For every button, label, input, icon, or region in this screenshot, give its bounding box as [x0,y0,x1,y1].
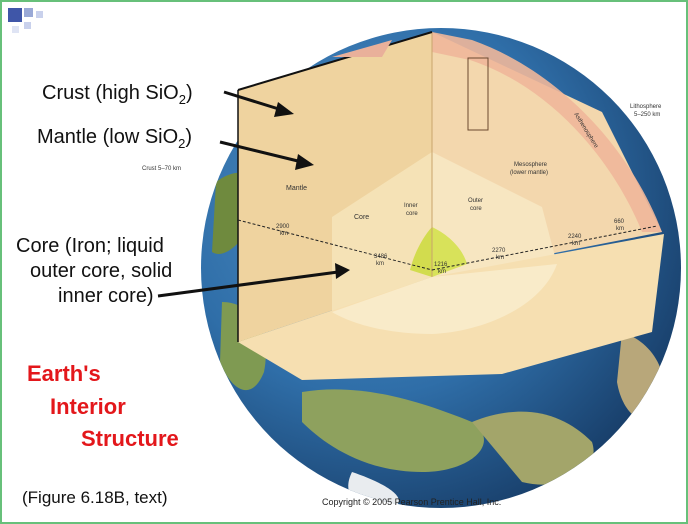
distance-660: 660 [614,219,625,225]
arrow-core [157,263,350,298]
mantle-text-end: ) [185,126,193,148]
distance-2240-unit: km [572,241,580,247]
mesosphere-label: Mesosphere [514,162,548,168]
crust-text: Crust (high SiO [42,82,179,104]
inner-core-label: Inner [404,203,418,209]
distance-1216-unit: km [438,269,446,275]
crust-text-end: ) [185,82,193,104]
inner-core-label-2: core [406,211,418,217]
outer-core-label-2: core [470,206,482,212]
cutaway-core-right [432,152,557,277]
decor-square [8,8,22,22]
mesosphere-label-2: (lower mantle) [510,170,548,176]
distance-2270-unit: km [496,255,504,261]
crust-thickness-label: Crust 5–70 km [142,166,181,172]
core-label: Core [354,214,369,221]
inner-core-left [410,227,432,277]
distance-660-unit: km [616,226,624,232]
mantle-label: Mantle [286,185,307,192]
mantle-annotation: Mantle (low SiO2) [37,125,192,156]
arrow-crust [223,90,294,117]
distance-3486: 3486 [374,254,388,260]
distance-line [237,219,433,271]
lithosphere-label: Lithosphere [630,104,662,110]
crust-outline [237,31,433,91]
land-mass [302,389,484,472]
distance-2270: 2270 [492,248,506,254]
distance-2240: 2240 [568,234,582,240]
distance-2900: 2900 [276,224,290,230]
title-line-1: Earth's [27,361,101,386]
distance-1216: 1216 [434,262,448,268]
outer-core-label: Outer [468,198,483,204]
core-annotation-line-3: inner core) [58,285,154,307]
mantle-text: Mantle (low SiO [37,126,179,148]
figure-reference: (Figure 6.18B, text) [22,488,168,507]
copyright-notice: Copyright © 2005 Pearson Prentice Hall, … [322,497,502,507]
core-annotation-line-2: outer core, solid [30,260,173,282]
decor-square [36,11,43,18]
lithosphere-range: 5–250 km [634,112,660,118]
decor-square [24,8,33,17]
floor-core [332,264,557,334]
distance-line [431,225,658,271]
lithosphere-box [467,57,489,131]
cutaway-core-left [332,152,432,312]
crust-wedge [332,40,392,57]
land-mass [472,411,594,485]
mantle-subscript: 2 [178,136,186,151]
core-annotation-line-1: Core (Iron; liquid [16,235,164,257]
arrow-mantle [219,140,314,170]
distance-2900-unit: km [280,231,288,237]
decor-square [24,22,31,29]
title-line-2: Interior [50,394,126,419]
crust-annotation: Crust (high SiO2) [42,81,193,112]
crust-subscript: 2 [178,92,186,107]
title-line-3: Structure [81,426,179,451]
asthenosphere-band [432,32,662,232]
distance-3486-unit: km [376,261,384,267]
decor-square [12,26,19,33]
